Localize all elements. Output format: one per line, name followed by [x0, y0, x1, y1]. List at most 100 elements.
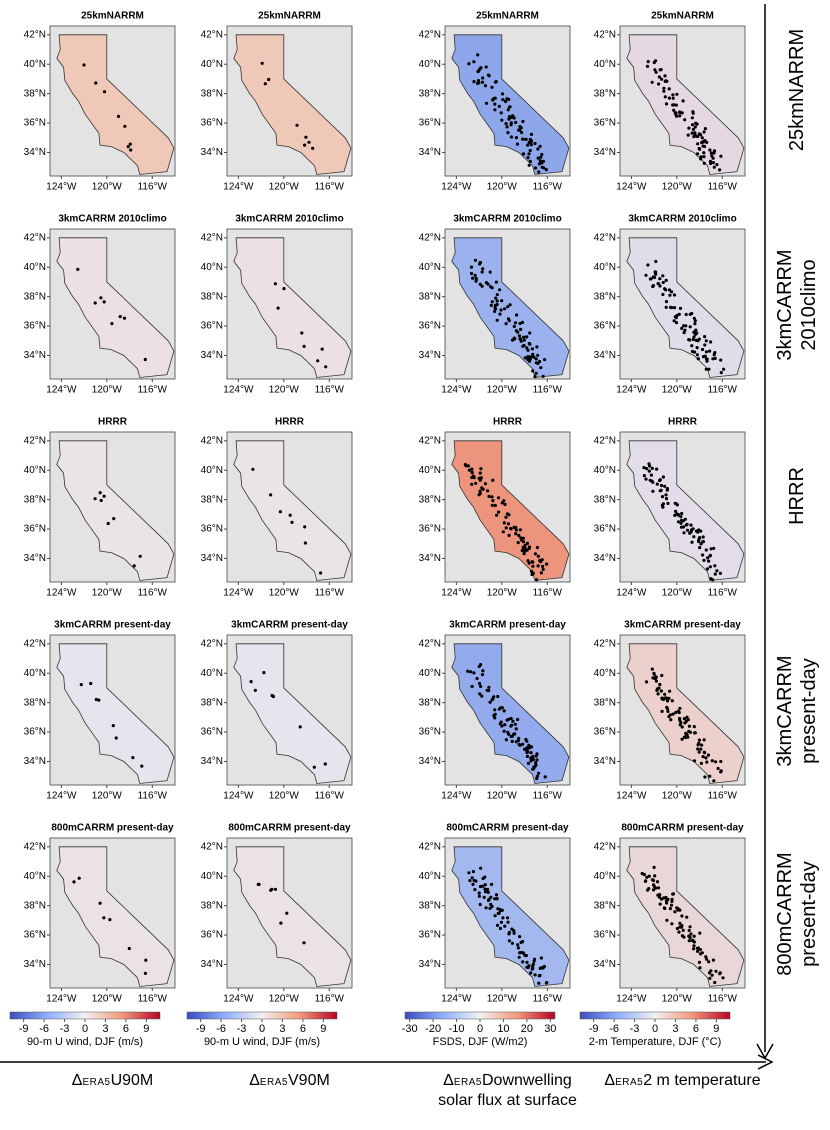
station-dot [477, 476, 481, 480]
station-dot [537, 771, 541, 775]
station-dot [535, 758, 539, 762]
station-dot [689, 530, 693, 534]
row-label: 3kmCARRM present-day [773, 616, 821, 806]
station-dot [536, 156, 540, 160]
colorbar-tick-label: 9 [713, 1023, 719, 1035]
station-dot [514, 329, 519, 333]
station-dot [533, 973, 537, 977]
station-dot [506, 131, 510, 135]
station-dot [500, 92, 505, 96]
station-dot [477, 664, 481, 669]
station-dot [659, 689, 664, 693]
station-dot [526, 761, 531, 766]
station-dot [505, 125, 509, 129]
station-dot [660, 673, 664, 678]
station-dot [696, 142, 700, 146]
station-dot [722, 367, 726, 371]
station-dot [663, 484, 667, 488]
colorbar [186, 1011, 338, 1020]
lon-tick-label: 116°W [708, 385, 738, 396]
variable: Downwelling solar flux at surface [438, 1072, 577, 1109]
station-dot [708, 774, 712, 778]
lat-tick-label: 42°N [201, 232, 223, 243]
lon-tick-label: 120°W [92, 588, 123, 599]
row-label: HRRR [785, 401, 809, 591]
station-dot [98, 901, 102, 905]
station-dot [93, 301, 97, 305]
station-dot [502, 729, 506, 733]
station-dot [89, 681, 93, 686]
station-dot [531, 966, 535, 970]
lat-tick-label: 40°N [594, 465, 616, 476]
station-dot [693, 319, 697, 323]
station-dot [699, 133, 703, 137]
station-dot [132, 564, 136, 568]
station-dot [303, 143, 307, 147]
station-dot [642, 466, 646, 470]
station-dot [479, 66, 483, 70]
station-dot [705, 760, 709, 764]
station-dot [471, 474, 476, 478]
station-dot [509, 135, 513, 139]
lat-tick-label: 36°N [594, 524, 616, 535]
station-dot [533, 141, 537, 146]
station-dot [521, 119, 525, 124]
column-label: ΔERA5U90M [33, 1072, 193, 1092]
map-panel: 800mCARRM present-day 42°N 40°N 38°N 36°N 34°… [24, 823, 176, 1005]
station-dot [705, 957, 709, 961]
station-dot [507, 117, 511, 121]
lon-tick-label: 116°W [315, 791, 345, 802]
lat-tick-label: 36°N [419, 727, 441, 738]
delta: Δ [71, 1072, 83, 1089]
station-dot [686, 718, 690, 722]
colorbar-tick-label: 3 [102, 1023, 108, 1035]
lon-tick-label: 116°W [138, 588, 168, 599]
map-panel: HRRR 42°N 40°N 38°N 36°N 34°N 124°W 120°W 116°W [594, 417, 746, 599]
station-dot [303, 525, 307, 529]
station-dot [692, 535, 696, 539]
station-dot [493, 108, 497, 112]
station-dot [471, 882, 475, 887]
station-dot [466, 464, 470, 468]
station-dot [659, 483, 664, 488]
station-dot [515, 142, 520, 146]
station-dot [483, 482, 487, 486]
station-dot [541, 966, 545, 970]
station-dot [253, 688, 257, 693]
station-dot [652, 865, 656, 870]
station-dot [670, 699, 674, 703]
station-dot [311, 146, 315, 150]
state-outline [451, 846, 570, 987]
station-dot [484, 281, 488, 285]
station-dot [672, 319, 676, 323]
station-dot [655, 467, 659, 471]
station-dot [705, 140, 709, 144]
station-dot [502, 499, 506, 503]
lon-tick-label: 120°W [662, 182, 693, 193]
station-dot [692, 725, 696, 729]
station-dot [654, 59, 658, 63]
lat-tick-label: 34°N [419, 959, 441, 970]
station-dot [249, 680, 253, 684]
station-dot [647, 469, 651, 473]
lon-tick-label: 120°W [487, 182, 518, 193]
lat-tick-label: 42°N [419, 435, 441, 446]
lat-tick-label: 36°N [201, 524, 223, 535]
colorbar-tick-label: 30 [544, 1023, 556, 1035]
station-dot [704, 756, 708, 760]
station-dot [670, 922, 674, 926]
station-dot [497, 510, 501, 514]
station-dot [714, 969, 718, 973]
station-dot [701, 140, 705, 144]
station-dot [501, 98, 505, 102]
station-dot [682, 331, 686, 335]
station-dot [470, 471, 474, 475]
station-dot [708, 349, 712, 353]
station-dot [687, 724, 692, 728]
station-dot [487, 685, 491, 689]
lat-tick-label: 40°N [24, 668, 46, 679]
station-dot [514, 528, 518, 532]
lat-tick-label: 34°N [201, 553, 223, 564]
station-dot [520, 548, 524, 553]
state-outline [233, 643, 352, 784]
